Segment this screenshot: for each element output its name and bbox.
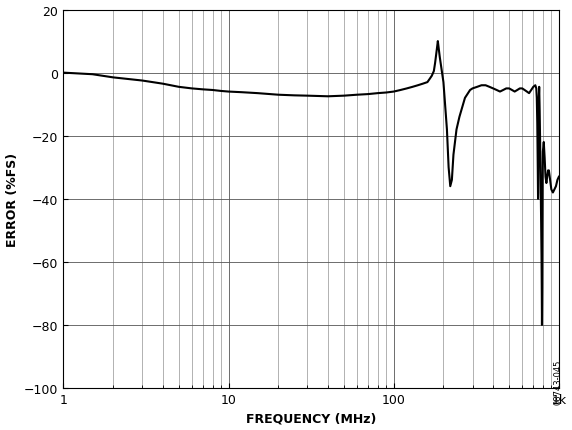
Text: 08743-045: 08743-045 — [553, 359, 562, 404]
Y-axis label: ERROR (%FS): ERROR (%FS) — [6, 152, 18, 246]
X-axis label: FREQUENCY (MHz): FREQUENCY (MHz) — [246, 412, 376, 424]
